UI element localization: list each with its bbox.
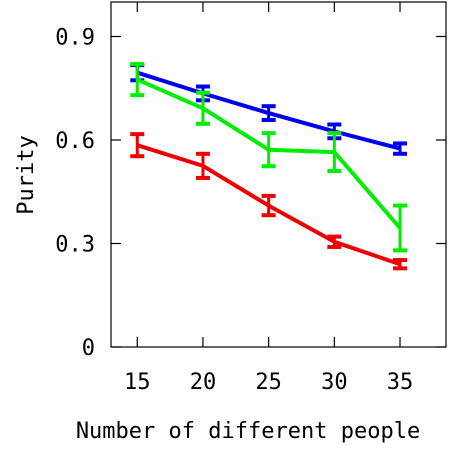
error-bar <box>261 104 276 122</box>
y-tick-label: 0 <box>82 336 95 361</box>
error-bar <box>130 62 145 98</box>
error-bar <box>261 193 276 218</box>
x-tick-label: 35 <box>387 370 414 395</box>
x-tick-label: 25 <box>255 370 282 395</box>
x-axis-label: Number of different people <box>76 419 420 444</box>
error-bar <box>195 90 210 126</box>
error-bar <box>327 234 342 249</box>
error-bar <box>261 131 276 169</box>
error-bar <box>393 203 408 253</box>
y-axis: 0 0.3 0.6 0.9 <box>55 26 446 361</box>
series-layer <box>130 62 408 271</box>
y-tick-label: 0.6 <box>55 129 95 154</box>
x-tick-label: 15 <box>124 370 151 395</box>
error-bar <box>393 141 408 156</box>
x-tick-label: 20 <box>190 370 217 395</box>
error-bar <box>130 132 145 159</box>
plot-frame <box>110 1 447 348</box>
x-tick-label: 30 <box>321 370 348 395</box>
x-axis: 15 20 25 30 35 <box>124 2 413 395</box>
y-tick-label: 0.9 <box>55 26 95 51</box>
error-bar <box>327 131 342 174</box>
error-bar <box>195 151 210 180</box>
error-bar <box>393 258 408 271</box>
y-axis-label: Purity <box>14 135 39 214</box>
y-tick-label: 0.3 <box>55 233 95 258</box>
